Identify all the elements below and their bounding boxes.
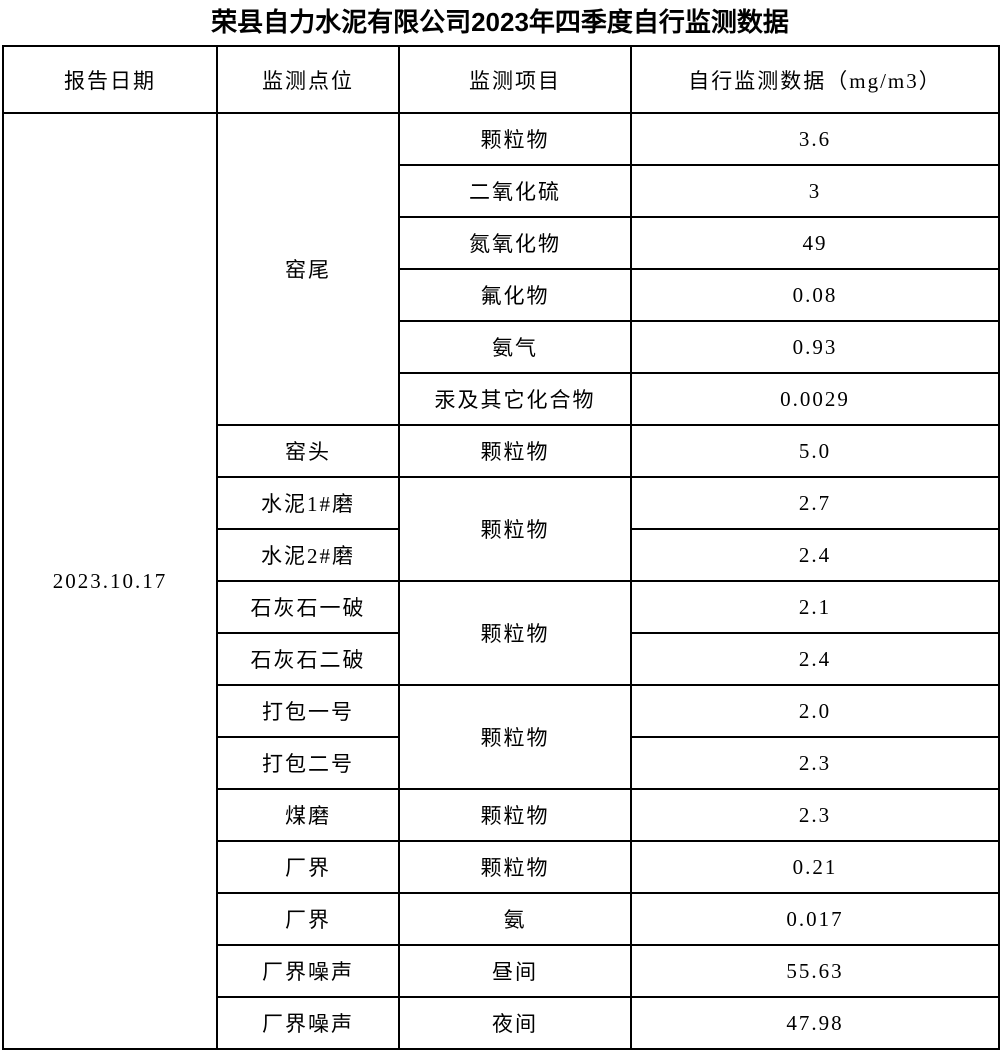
monitor-site-cell: 厂界 — [216, 892, 400, 946]
monitor-item-cell: 氮氧化物 — [398, 216, 632, 270]
monitor-site-cell: 厂界 — [216, 840, 400, 894]
monitor-item-cell: 汞及其它化合物 — [398, 372, 632, 426]
table-row: 石灰石二破 2.4 — [3, 632, 1000, 686]
monitor-site-cell: 石灰石二破 — [216, 632, 400, 686]
measured-value-cell: 0.21 — [630, 840, 1000, 894]
measured-value-cell: 2.0 — [630, 684, 1000, 738]
monitoring-data-table: 报告日期 监测点位 监测项目 自行监测数据（mg/m3） 2023.10.17 窑尾 颗粒物… — [2, 45, 1000, 1050]
monitor-item-cell: 二氧化硫 — [398, 164, 632, 218]
monitor-item-cell: 昼间 — [398, 944, 632, 998]
measured-value-cell: 0.93 — [630, 320, 1000, 374]
table-row: 水泥2#磨 2.4 — [3, 528, 1000, 582]
table-row: 2023.10.17 窑尾 颗粒物 3.6 — [2, 112, 1000, 1050]
measured-value-cell: 2.4 — [630, 632, 1000, 686]
monitor-item-cell: 氨 — [398, 892, 632, 946]
table-row: 打包一号 颗粒物 2.0 — [3, 684, 1000, 790]
measured-value-cell: 55.63 — [630, 944, 1000, 998]
measured-value-cell: 2.4 — [630, 528, 1000, 582]
monitor-item-cell: 氟化物 — [398, 268, 632, 322]
table-row: 打包二号 2.3 — [3, 736, 1000, 790]
monitor-site-cell: 水泥1#磨 — [216, 476, 400, 530]
monitor-site-cell: 石灰石一破 — [216, 580, 400, 634]
table-row: 煤磨 颗粒物 2.3 — [3, 788, 1000, 842]
column-header: 报告日期 — [2, 45, 218, 114]
monitor-site-cell: 窑头 — [216, 424, 400, 478]
measured-value-cell: 0.017 — [630, 892, 1000, 946]
measured-value-cell: 2.1 — [630, 580, 1000, 634]
monitor-item-cell: 氨气 — [398, 320, 632, 374]
monitor-item-cell: 颗粒物 — [398, 112, 632, 166]
monitor-item-cell: 颗粒物 — [398, 424, 632, 478]
monitor-item-cell: 颗粒物 — [398, 684, 632, 790]
table-row: 氟化物 0.08 — [3, 268, 1000, 322]
table-row: 厂界噪声 昼间 55.63 — [3, 944, 1000, 998]
report-date-cell: 2023.10.17 — [2, 112, 218, 1050]
table-row: 石灰石一破 颗粒物 2.1 — [3, 580, 1000, 686]
measured-value-cell: 2.7 — [630, 476, 1000, 530]
table-row: 厂界 颗粒物 0.21 — [3, 840, 1000, 894]
monitor-item-cell: 颗粒物 — [398, 580, 632, 686]
measured-value-cell: 47.98 — [630, 996, 1000, 1050]
measured-value-cell: 3.6 — [630, 112, 1000, 166]
table-row: 窑头 颗粒物 5.0 — [3, 424, 1000, 478]
monitor-site-cell: 水泥2#磨 — [216, 528, 400, 582]
table-row: 水泥1#磨 颗粒物 2.7 — [3, 476, 1000, 582]
monitor-site-cell: 打包二号 — [216, 736, 400, 790]
monitor-site-cell: 厂界噪声 — [216, 996, 400, 1050]
measured-value-cell: 3 — [630, 164, 1000, 218]
measured-value-cell: 49 — [630, 216, 1000, 270]
column-header: 自行监测数据（mg/m3） — [630, 45, 1000, 114]
measured-value-cell: 2.3 — [630, 788, 1000, 842]
table-row: 厂界氨 0.017 — [3, 892, 1000, 946]
table-header-row: 报告日期 监测点位 监测项目 自行监测数据（mg/m3） — [2, 45, 1000, 114]
monitor-site-cell: 厂界噪声 — [216, 944, 400, 998]
measured-value-cell: 0.0029 — [630, 372, 1000, 426]
monitor-site-cell: 窑尾 — [216, 112, 400, 426]
column-header: 监测项目 — [398, 45, 632, 114]
table-row: 二氧化硫 3 — [3, 164, 1000, 218]
monitor-item-cell: 夜间 — [398, 996, 632, 1050]
table-row: 汞及其它化合物 0.0029 — [3, 372, 1000, 426]
monitor-site-cell: 煤磨 — [216, 788, 400, 842]
monitor-item-cell: 颗粒物 — [398, 788, 632, 842]
column-header: 监测点位 — [216, 45, 400, 114]
measured-value-cell: 0.08 — [630, 268, 1000, 322]
document-page: 荣县自力水泥有限公司2023年四季度自行监测数据 报告日期 监测点位 监测项目 自行监… — [2, 7, 1000, 1050]
monitor-item-cell: 颗粒物 — [398, 840, 632, 894]
table-row: 氨气 0.93 — [3, 320, 1000, 374]
monitor-item-cell: 颗粒物 — [398, 476, 632, 582]
measured-value-cell: 2.3 — [630, 736, 1000, 790]
table-row: 氮氧化物 49 — [3, 216, 1000, 270]
measured-value-cell: 5.0 — [630, 424, 1000, 478]
monitor-site-cell: 打包一号 — [216, 684, 400, 738]
page-title: 荣县自力水泥有限公司2023年四季度自行监测数据 — [211, 7, 789, 37]
